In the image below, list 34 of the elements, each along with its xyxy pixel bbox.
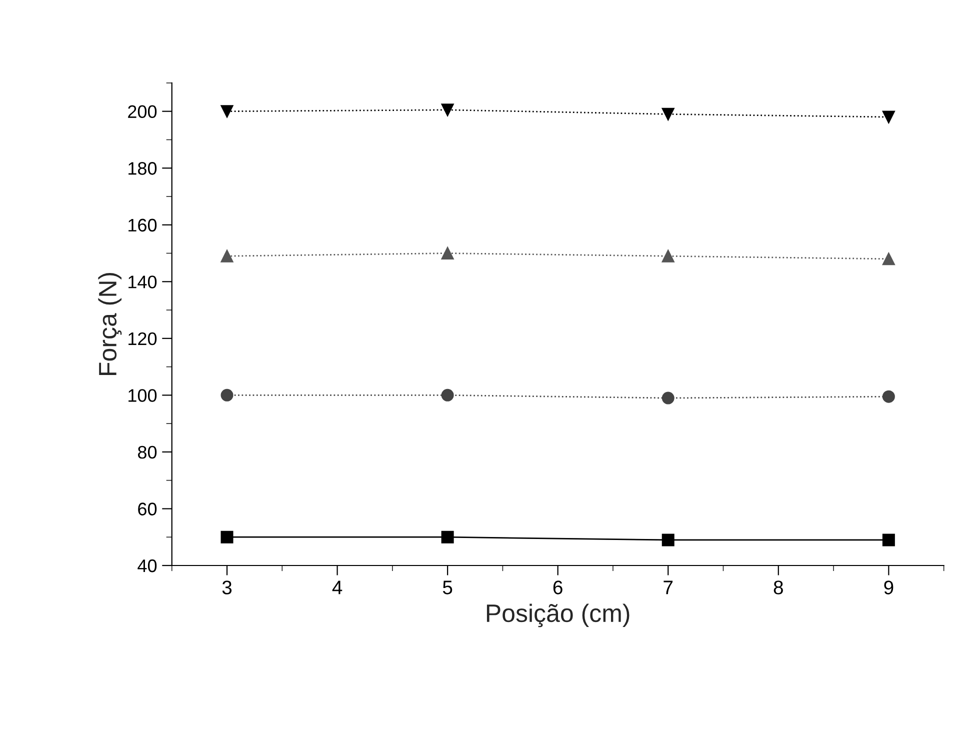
point [441, 530, 454, 544]
y-axis-title: Força (N) [98, 272, 122, 375]
x-tick-label: 6 [553, 580, 562, 594]
point [662, 250, 674, 262]
y-tick-label: 140 [128, 276, 157, 288]
x-tick-label: 5 [442, 580, 452, 594]
y-tick-label: 200 [128, 105, 157, 118]
x-axis-title: Posição (cm) [486, 604, 630, 628]
point [662, 392, 674, 404]
point [882, 390, 895, 403]
point [882, 252, 895, 266]
point [662, 108, 674, 120]
point [220, 105, 234, 118]
point [441, 247, 454, 260]
y-tick-label: 100 [128, 389, 157, 402]
y-tick-label: 60 [138, 502, 157, 516]
x-tick-label: 8 [774, 580, 783, 594]
point [882, 110, 895, 124]
y-tick-label: 80 [138, 446, 157, 459]
point [882, 534, 895, 546]
y-tick-label: 160 [128, 218, 157, 232]
point [441, 104, 454, 116]
y-tick-label: 180 [128, 162, 157, 175]
x-tick-label: 4 [332, 580, 342, 594]
point [662, 534, 674, 546]
point [441, 388, 454, 402]
point [220, 530, 234, 544]
x-tick-label: 9 [884, 580, 894, 594]
x-tick-label: 7 [664, 580, 673, 594]
point [220, 388, 234, 402]
y-tick-label: 120 [128, 332, 157, 346]
x-tick-label: 3 [222, 580, 232, 594]
y-tick-label: 40 [138, 559, 157, 572]
point [220, 250, 234, 262]
